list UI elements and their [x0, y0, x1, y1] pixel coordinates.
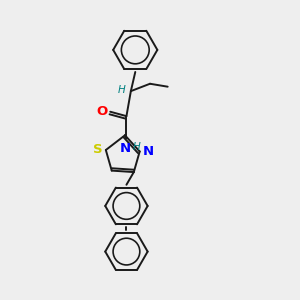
Text: N: N: [142, 145, 154, 158]
Text: N: N: [119, 142, 130, 155]
Text: H: H: [133, 142, 141, 152]
Text: O: O: [97, 105, 108, 118]
Text: H: H: [118, 85, 126, 94]
Text: S: S: [93, 143, 103, 157]
